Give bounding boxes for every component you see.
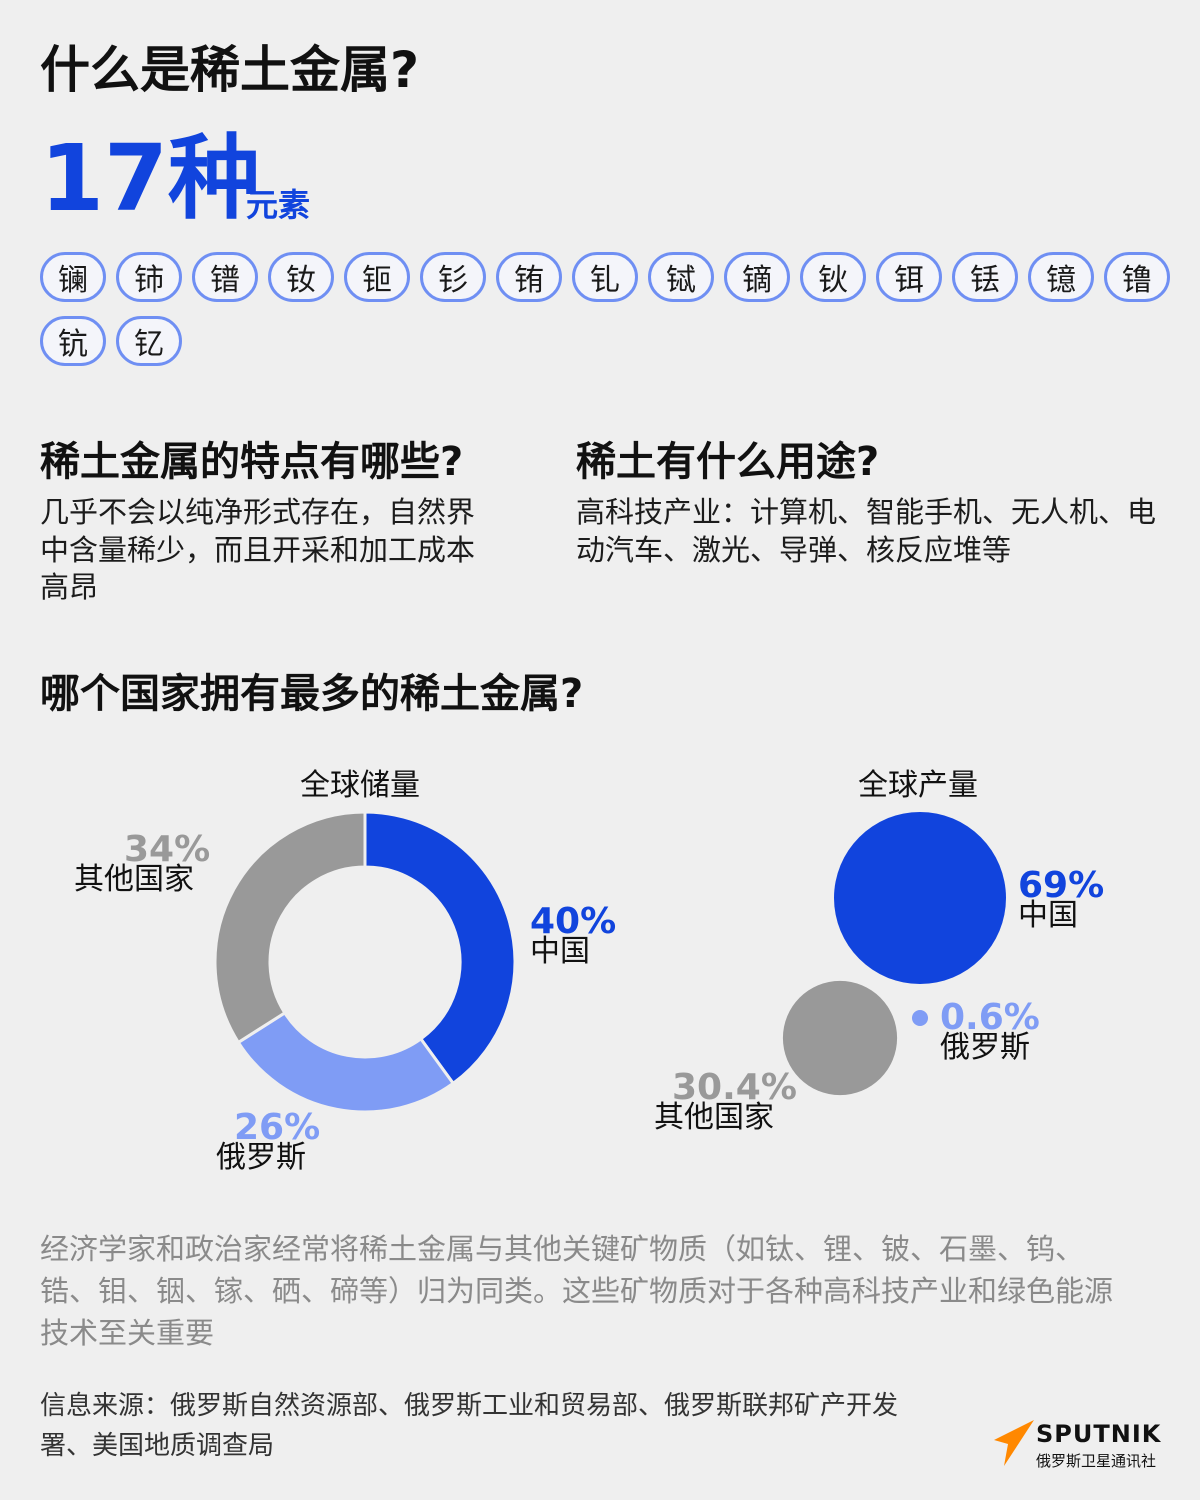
element-count: 17种 (40, 125, 261, 232)
source-text: 信息来源：俄罗斯自然资源部、俄罗斯工业和贸易部、俄罗斯联邦矿产开发署、美国地质调… (40, 1391, 899, 1462)
element-chip: 铒 (876, 252, 942, 302)
reserves-russia-label: 俄罗斯 (216, 1140, 306, 1175)
uses-text: 高科技产业：计算机、智能手机、无人机、电动汽车、激光、导弹、核反应堆等 (576, 495, 1157, 567)
donut-slice-china (363, 810, 517, 1086)
element-chip: 钬 (800, 252, 866, 302)
production-bubble-chart (782, 812, 1006, 1096)
production-russia-label: 俄罗斯 (940, 1030, 1030, 1065)
country-heading: 哪个国家拥有最多的稀土金属? (40, 671, 584, 717)
production-other-label: 其他国家 (654, 1100, 774, 1135)
reserves-russia-pct: 26% (234, 1107, 321, 1148)
element-chip: 钆 (572, 252, 638, 302)
reserves-other-pct: 34% (124, 829, 211, 870)
brand-name: SPUTNIK (1036, 1420, 1162, 1448)
element-chip: 铥 (952, 252, 1018, 302)
element-chip: 钷 (344, 252, 410, 302)
reserves-chart-title: 全球储量 (300, 768, 420, 803)
element-chip: 镝 (724, 252, 790, 302)
production-chart-title: 全球产量 (858, 768, 978, 803)
features-heading: 稀土金属的特点有哪些? (40, 439, 464, 485)
element-chip: 钪 (40, 316, 106, 366)
features-text: 几乎不会以纯净形式存在，自然界中含量稀少，而且开采和加工成本高昂 (40, 495, 476, 605)
bubble-other (782, 980, 898, 1096)
donut-slice-other (213, 810, 367, 1045)
reserves-china-label: 中国 (530, 934, 590, 969)
element-chip: 镧 (40, 252, 106, 302)
donut-slice-russia (236, 1010, 456, 1114)
reserves-china-pct: 40% (530, 901, 617, 942)
element-chip: 镱 (1028, 252, 1094, 302)
reserves-donut-chart (213, 810, 517, 1114)
bubble-russia (911, 1009, 929, 1027)
element-chip: 镥 (1104, 252, 1170, 302)
element-chip: 钇 (116, 316, 182, 366)
bubble-china (834, 812, 1006, 984)
uses-heading: 稀土有什么用途? (576, 439, 880, 485)
production-other-pct: 30.4% (672, 1067, 797, 1108)
element-chip: 镨 (192, 252, 258, 302)
element-chip: 铕 (496, 252, 562, 302)
footnote-text: 经济学家和政治家经常将稀土金属与其他关键矿物质（如钛、锂、铍、石墨、钨、锆、钼、… (40, 1232, 1114, 1351)
element-chip: 铽 (648, 252, 714, 302)
production-china-pct: 69% (1018, 865, 1105, 906)
sputnik-logo-icon (994, 1420, 1034, 1466)
element-count-unit: 元素 (246, 186, 311, 224)
element-chip: 钐 (420, 252, 486, 302)
element-chip: 铈 (116, 252, 182, 302)
reserves-other-label: 其他国家 (74, 862, 194, 897)
production-china-label: 中国 (1018, 898, 1078, 933)
production-russia-pct: 0.6% (940, 997, 1040, 1038)
element-chip: 钕 (268, 252, 334, 302)
page-title: 什么是稀土金属? (40, 41, 420, 99)
element-chip-list: 镧铈镨钕钷钐铕钆铽镝钬铒铥镱镥钪钇 (40, 252, 1170, 366)
brand-tagline: 俄罗斯卫星通讯社 (1036, 1452, 1157, 1470)
